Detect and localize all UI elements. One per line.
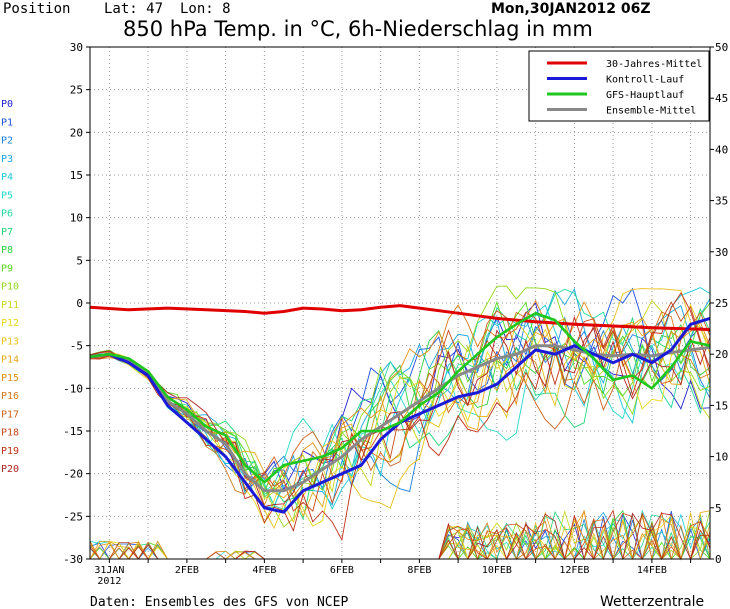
y-left-tick-label: -30 <box>63 553 83 566</box>
member-label: P14 <box>1 355 19 366</box>
y-right-tick-label: 15 <box>715 399 728 412</box>
x-tick-label: 10FEB <box>482 565 512 576</box>
member-label: P0 <box>1 99 13 110</box>
chart-title: 850 hPa Temp. in °C, 6h-Niederschlag in … <box>123 17 593 41</box>
x-tick-label: 14FEB <box>637 565 667 576</box>
brand-label: Wetterzentrale <box>600 594 704 609</box>
y-left-tick-label: -5 <box>70 340 83 353</box>
member-lines <box>89 285 711 542</box>
y-left-tick-label: 25 <box>70 84 83 97</box>
member-label: P4 <box>1 172 13 183</box>
y-left-tick-label: 10 <box>70 212 83 225</box>
position-label: Position <box>3 1 70 17</box>
y-right-tick-label: 5 <box>715 502 722 515</box>
y-right-tick-label: 0 <box>715 553 722 566</box>
member-label: P3 <box>1 154 13 165</box>
y-left-tick-label: 0 <box>76 297 83 310</box>
member-label: P11 <box>1 300 19 311</box>
x-tick-label: 4FEB <box>252 565 276 576</box>
member-label: P2 <box>1 136 13 147</box>
precip-lines <box>89 509 711 561</box>
y-left-tick-label: -20 <box>63 468 83 481</box>
y-left-tick-label: 15 <box>70 169 83 182</box>
member-line <box>89 323 711 499</box>
member-line <box>89 287 711 508</box>
member-line <box>89 301 711 507</box>
member-label: P17 <box>1 409 19 420</box>
member-label: P6 <box>1 209 13 220</box>
member-label: P15 <box>1 373 19 384</box>
x-tick-label: 12FEB <box>559 565 589 576</box>
y-right-tick-label: 10 <box>715 451 728 464</box>
lon-label: Lon: 8 <box>180 1 231 17</box>
member-label: P10 <box>1 282 19 293</box>
y-right-tick-label: 20 <box>715 348 728 361</box>
y-right-tick-label: 50 <box>715 41 728 54</box>
x-tick-label: 2FEB <box>175 565 199 576</box>
y-left-tick-label: -10 <box>63 382 83 395</box>
member-label: P16 <box>1 391 19 402</box>
y-right-tick-label: 30 <box>715 246 728 259</box>
source-label: Daten: Ensembles des GFS von NCEP <box>90 595 348 609</box>
member-line <box>89 288 711 530</box>
series-line-gfs-hauptlauf <box>89 311 711 484</box>
y-right-tick-label: 45 <box>715 92 728 105</box>
grid <box>90 47 710 559</box>
legend-label: Ensemble-Mittel <box>606 106 696 117</box>
member-label: P7 <box>1 227 13 238</box>
x-tick-label: 31JAN <box>94 565 124 576</box>
legend-label: 30-Jahres-Mittel <box>606 59 702 70</box>
member-label: P1 <box>1 117 13 128</box>
member-label: P19 <box>1 446 19 457</box>
legend-label: GFS-Hauptlauf <box>606 90 684 101</box>
y-left-tick-label: 30 <box>70 41 83 54</box>
series-lines <box>89 304 711 514</box>
member-label: P5 <box>1 190 13 201</box>
member-label: P12 <box>1 318 19 329</box>
axes: -30 -25 -20 -15 -10 -5 0 5 10 15 20 25 30 0 5 10 15 20 25 3… <box>63 41 728 587</box>
legend: 30-Jahres-Mittel Kontroll-Lauf GFS-Hauptla… <box>528 50 710 122</box>
y-left-tick-label: 20 <box>70 126 83 139</box>
series-line-30-jahres-mittel <box>89 304 711 331</box>
member-label: P9 <box>1 263 13 274</box>
lat-label: Lat: 47 <box>104 1 163 17</box>
y-left-tick-label: 5 <box>76 254 83 267</box>
member-label: P20 <box>1 464 19 475</box>
member-label: P13 <box>1 336 19 347</box>
series-line-ensemble-mittel <box>89 344 711 493</box>
member-label: P18 <box>1 428 19 439</box>
x-tick-label-year: 2012 <box>97 576 121 587</box>
y-left-tick-label: -15 <box>63 425 83 438</box>
member-line <box>89 300 711 494</box>
member-labels: P0 P1 P2 P3 P4 P5 P6 P7 P8 P9 P10 P11 P12 P13 P14 P15 P1… <box>1 99 19 475</box>
x-tick-label: 6FEB <box>330 565 354 576</box>
y-left-tick-label: -25 <box>63 510 83 523</box>
y-right-tick-label: 35 <box>715 195 728 208</box>
y-right-tick-label: 40 <box>715 143 728 156</box>
member-label: P8 <box>1 245 13 256</box>
legend-label: Kontroll-Lauf <box>606 75 684 86</box>
x-tick-label: 8FEB <box>407 565 431 576</box>
y-right-tick-label: 25 <box>715 297 728 310</box>
date-label: Mon,30JAN2012 06Z <box>491 1 651 17</box>
